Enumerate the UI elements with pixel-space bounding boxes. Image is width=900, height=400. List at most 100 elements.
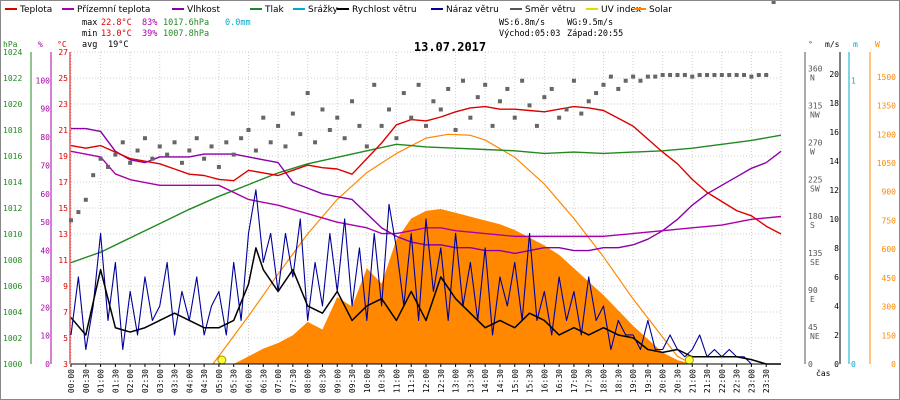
axis-solar-tick: 600 (882, 245, 897, 254)
axis-press-tick: 1022 (3, 74, 22, 83)
axis-solar-tick: 300 (882, 303, 897, 312)
axis-temp-tick: 5 (63, 334, 68, 343)
x-tick-label: 06:00 (245, 369, 254, 393)
stat-max-hum: 83% (142, 18, 157, 28)
axis-solar-tick: 1200 (877, 130, 896, 139)
wind-dir-point (239, 136, 244, 141)
wind-dir-point (557, 115, 562, 120)
axis-wind-tick: 18 (829, 99, 839, 108)
wind-dir-point (401, 91, 406, 96)
wind-dir-point (616, 86, 621, 91)
wind-dir-point (76, 210, 81, 215)
wind-dir-point (313, 140, 318, 145)
axis-dir-tick: 315 (808, 101, 823, 110)
wind-dir-point (83, 197, 88, 202)
x-tick-label: 10:00 (363, 369, 372, 393)
wind-dir-point (157, 144, 162, 149)
wind-dir-point (409, 115, 414, 120)
wind-dir-point (564, 107, 569, 112)
axis-solar-tick: 0 (891, 360, 896, 369)
solar-max-line (212, 133, 693, 365)
axis-dir-tick-label: W (810, 147, 815, 156)
axis-hum-tick: 80 (40, 133, 50, 142)
x-tick-label: 12:30 (437, 369, 446, 393)
axis-wind-tick: 0 (834, 360, 839, 369)
x-tick-label: 04:00 (185, 369, 194, 393)
stat-min-temp: 13.0°C (101, 29, 132, 39)
wind-dir-point (586, 99, 591, 104)
wind-dir-point (305, 91, 310, 96)
x-tick-label: 13:00 (452, 369, 461, 393)
wind-dir-point (483, 82, 488, 87)
stat-max-press: 1017.6hPa (163, 18, 209, 28)
wind-dir-point (542, 95, 547, 100)
legend-label-uv: UV index (601, 5, 642, 15)
wind-dir-point (276, 123, 281, 128)
axis-temp-tick: 11 (58, 256, 68, 265)
wind-dir-point (253, 148, 258, 153)
axis-solar-tick: 750 (882, 216, 897, 225)
x-tick-label: 07:00 (274, 369, 283, 393)
axis-temp-tick: 15 (58, 204, 68, 213)
axis-solar-tick: 150 (882, 331, 897, 340)
x-axis: 00:00 00:30 01:00 01:30 02:00 02:30 03:00 03:30… (67, 363, 831, 393)
axis-hum-tick: 40 (40, 247, 50, 256)
axis-temp-tick: 3 (63, 360, 68, 369)
x-tick-label: 10:30 (378, 369, 387, 393)
axis-press-tick: 1024 (3, 48, 22, 57)
axis-press-tick: 1014 (3, 178, 22, 187)
x-tick-label: 21:00 (688, 369, 697, 393)
wind-dir-point (91, 173, 96, 178)
sun-event-marker (684, 355, 694, 365)
wind-dir-point (631, 74, 636, 79)
x-tick-label: 00:00 (67, 369, 76, 393)
axis-solar-tick: 900 (882, 188, 897, 197)
solar-area (71, 208, 781, 364)
right-axes: ° m/s m W045NE90E135SE180S225SW270W315NW360… (804, 40, 897, 369)
x-tick-label: 13:30 (466, 369, 475, 393)
axis-temp-unit: °C (57, 40, 67, 49)
legend-label-solar: Solar (649, 5, 672, 15)
stat-max-label: max (82, 18, 97, 28)
wind-dir-point (490, 123, 495, 128)
axis-hum-tick: 30 (40, 275, 50, 284)
x-tick-label: 03:30 (171, 369, 180, 393)
axis-dir-tick: 90 (808, 286, 818, 295)
wind-dir-point (327, 128, 332, 132)
x-tick-label: 14:30 (496, 369, 505, 393)
wind-dir-point (520, 78, 525, 83)
temperature-line (70, 105, 782, 235)
wind-dir-point (675, 72, 680, 77)
axis-wind-tick: 6 (834, 273, 839, 282)
stat-sunrise: Východ:05:03 (499, 29, 560, 39)
legend-label-gust: Náraz větru (446, 5, 499, 15)
axis-dir-tick-label: NW (810, 110, 820, 119)
axis-hum-tick: 20 (40, 303, 50, 312)
axis-press-tick: 1012 (3, 204, 22, 213)
wind-dir-point (497, 99, 502, 104)
axis-dir-tick-label: SW (810, 184, 820, 193)
wind-dir-point (579, 111, 584, 116)
axis-hum-tick: 50 (40, 218, 50, 227)
axis-wind-tick: 16 (829, 128, 839, 137)
wind-dir-point (705, 72, 710, 77)
wind-dir-point (623, 78, 628, 83)
wind-dir-point (209, 144, 214, 149)
stat-rain-total: 0.0mm (225, 18, 251, 28)
axis-wind-unit: m/s (825, 40, 840, 49)
axis-hum-tick: 70 (40, 161, 50, 170)
wind-line (70, 247, 781, 365)
wind-dir-point (571, 78, 576, 83)
wind-dir-point (350, 99, 355, 104)
wind-dir-point (608, 74, 613, 79)
wind-dir-point (431, 99, 436, 104)
legend-label-wind: Rychlost větru (352, 5, 417, 15)
wind-dir-point (719, 72, 724, 77)
wind-dir-point (682, 72, 687, 77)
wind-dir-point (364, 144, 369, 149)
stat-wg: WG:9.5m/s (567, 18, 613, 28)
x-tick-label: 03:00 (156, 369, 165, 393)
x-tick-label: 22:00 (718, 369, 727, 393)
x-tick-label: 19:30 (644, 369, 653, 393)
